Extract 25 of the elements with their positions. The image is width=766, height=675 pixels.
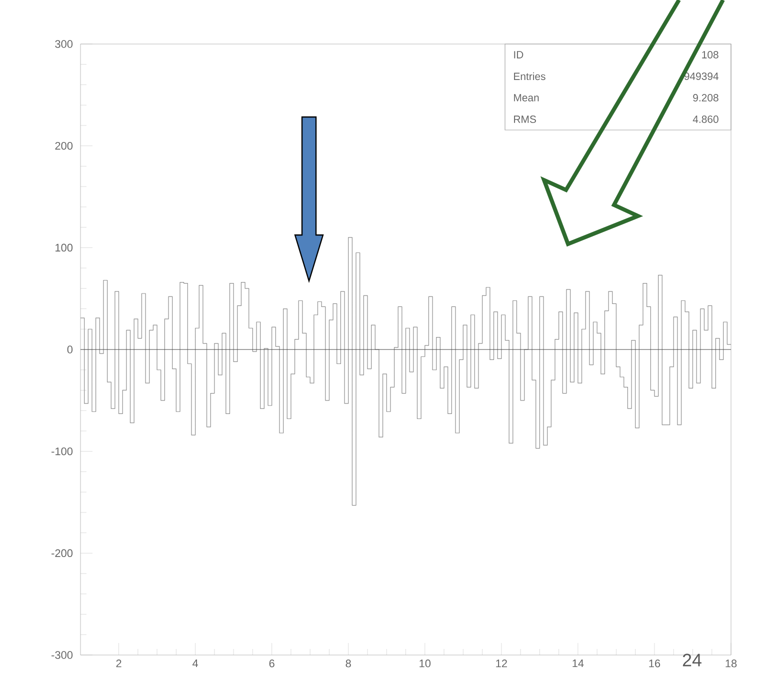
x-tick-label: 18 [726, 660, 737, 668]
x-tick-label: 6 [269, 660, 274, 668]
y-tick-label: 300 [55, 40, 73, 48]
y-tick-label: 0 [67, 346, 73, 354]
y-tick-label: -300 [52, 651, 73, 659]
y-tick-label: -200 [52, 549, 73, 558]
x-tick-label: 16 [649, 660, 660, 668]
annotation: ID [514, 51, 524, 58]
y-tick-label: -100 [52, 447, 73, 456]
annotation: 108 [702, 51, 718, 58]
x-tick-label: 4 [192, 660, 198, 668]
annotation: Entries [514, 72, 546, 80]
annotation: 9.208 [693, 94, 718, 102]
y-tick-label: 200 [55, 142, 73, 150]
x-tick-label: 12 [496, 660, 507, 668]
annotation: 4.860 [692, 116, 718, 123]
annotation: RMS [514, 116, 536, 123]
annotation: 949394 [684, 72, 718, 80]
x-tick-label: 2 [116, 660, 122, 668]
x-tick-label: 14 [572, 660, 584, 668]
annotation: Mean [514, 94, 539, 102]
annotation: 24 [682, 654, 702, 666]
x-tick-label: 8 [346, 660, 351, 668]
x-tick-label: 10 [420, 660, 431, 668]
y-tick-label: 100 [56, 244, 73, 252]
